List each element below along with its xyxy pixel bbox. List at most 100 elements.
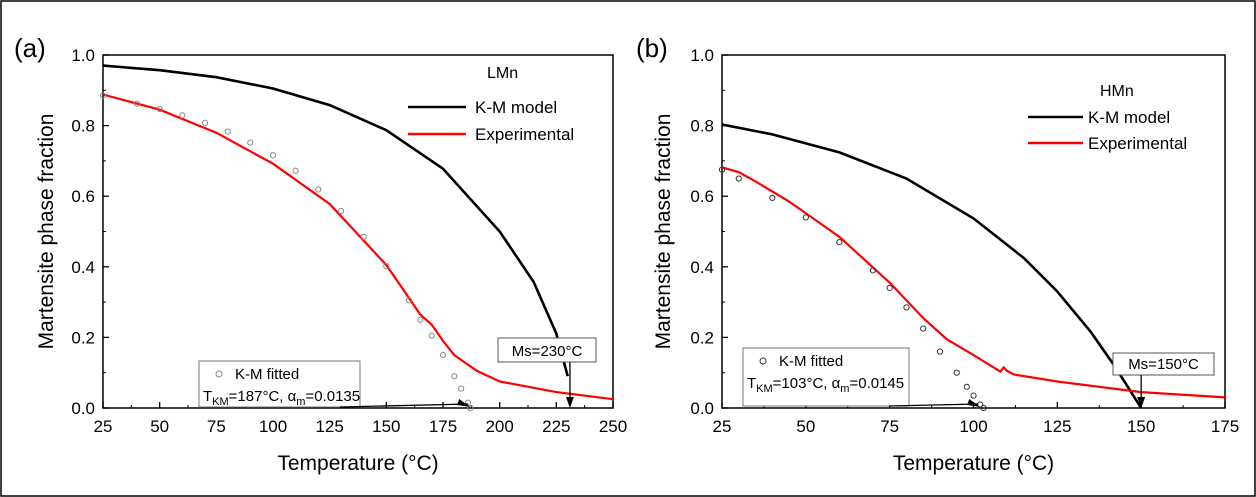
fit-point xyxy=(458,385,465,392)
legend-label-experimental: Experimental xyxy=(1088,134,1187,153)
y-axis-label: Martensite phase fraction xyxy=(652,114,675,350)
fit-point xyxy=(224,128,231,135)
x-tick-label: 75 xyxy=(880,417,899,436)
fit-point xyxy=(903,304,910,311)
series-line-experimental xyxy=(102,93,614,401)
fit-annotation-box xyxy=(742,347,910,407)
y-tick-label: 0.4 xyxy=(690,258,714,277)
fit-point xyxy=(980,404,987,412)
fit-point xyxy=(467,404,474,412)
fit-point xyxy=(383,262,390,270)
y-axis-label: Martensite phase fraction xyxy=(35,114,58,350)
legend-label-fitted: K-M fitted xyxy=(779,353,843,370)
x-axis-label: Temperature (°C) xyxy=(277,452,438,475)
fit-point xyxy=(953,369,960,376)
x-axis-label: Temperature (°C) xyxy=(893,452,1054,475)
fit-parameter-part: =187°C, α xyxy=(229,388,297,405)
fit-parameter-part: =103°C, α xyxy=(773,375,841,392)
series-line-k-m-model xyxy=(721,123,1143,409)
fit-point xyxy=(99,92,107,99)
legend-title: HMn xyxy=(1100,83,1134,100)
x-tick-label: 25 xyxy=(713,417,732,436)
y-tick-label: 0.2 xyxy=(71,328,95,347)
x-tick-label: 50 xyxy=(150,417,169,436)
legend-label-model: K-M model xyxy=(1088,108,1170,127)
x-tick-label: 100 xyxy=(259,417,287,436)
legend-label-model: K-M model xyxy=(475,98,557,117)
fit-point xyxy=(920,325,927,332)
series-line-k-m-model xyxy=(102,64,569,377)
fit-point xyxy=(439,351,447,359)
y-tick-label: 1.0 xyxy=(690,46,714,65)
fit-parameter-part: m xyxy=(840,383,849,395)
fit-point xyxy=(735,175,742,182)
x-tick-label: 125 xyxy=(1043,417,1071,436)
fit-arrowhead xyxy=(457,399,471,407)
x-tick-label: 50 xyxy=(796,417,815,436)
fit-point xyxy=(337,207,345,215)
fit-point xyxy=(936,348,944,355)
fit-point xyxy=(886,284,893,292)
fit-point xyxy=(156,105,163,113)
fit-parameters: TKM=187°C, αm=0.0135 xyxy=(203,388,360,408)
fit-annotation-box xyxy=(198,360,361,408)
fit-point xyxy=(428,332,435,339)
fit-point xyxy=(869,267,877,274)
ms-label: Ms=230°C xyxy=(512,343,583,360)
ms-arrowhead xyxy=(565,397,574,408)
fit-parameter-part: KM xyxy=(212,396,229,408)
fit-point xyxy=(247,139,254,146)
panel-b-chart: 25 50 75 100 125 150 175 0.0 0.2 0.4 0.6 0.8 1.0 Temp… xyxy=(636,33,1239,475)
y-tick-label: 0.2 xyxy=(690,328,714,347)
fit-point xyxy=(360,233,367,240)
y-tick-label: 0.6 xyxy=(690,187,714,206)
x-tick-label: 100 xyxy=(959,417,987,436)
y-tick-label: 1.0 xyxy=(71,46,95,65)
legend-label-fitted: K-M fitted xyxy=(235,366,299,383)
y-tick-label: 0.8 xyxy=(690,117,714,136)
panel-label: (b) xyxy=(636,33,668,63)
y-tick-label: 0.8 xyxy=(71,117,95,136)
y-tick-label: 0.0 xyxy=(71,399,95,418)
ms-label-box xyxy=(497,337,597,363)
ms-label: Ms=150°C xyxy=(1128,356,1199,373)
x-tick-label: 175 xyxy=(429,417,457,436)
fit-point xyxy=(133,100,141,107)
legend-title: LMn xyxy=(487,65,518,82)
fit-point xyxy=(464,399,472,406)
fit-point xyxy=(179,112,186,119)
x-tick-label: 250 xyxy=(599,417,627,436)
fit-parameters: TKM=103°C, αm=0.0145 xyxy=(747,375,904,395)
fit-point xyxy=(963,383,970,390)
x-tick-label: 175 xyxy=(1211,417,1239,436)
fit-point xyxy=(315,186,322,193)
y-tick-label: 0.0 xyxy=(690,399,714,418)
fit-point xyxy=(802,214,809,221)
panel-a-chart: 25 50 75 100 125 150 175 200 225 250 0.0 0.2 0.4 0.6 0… xyxy=(14,33,627,475)
x-tick-label: 150 xyxy=(372,417,400,436)
fit-parameter-part: KM xyxy=(756,383,773,395)
x-tick-label: 125 xyxy=(315,417,343,436)
x-tick-label: 25 xyxy=(94,417,113,436)
series-line-experimental xyxy=(721,166,1226,399)
legend-swatch-fitted xyxy=(215,370,223,378)
ms-arrowhead xyxy=(1137,397,1146,408)
fit-point xyxy=(718,166,726,173)
fit-point xyxy=(769,194,776,202)
fit-point xyxy=(292,167,299,174)
fit-point xyxy=(970,392,977,399)
fit-point xyxy=(417,316,424,323)
fit-parameter-part: T xyxy=(203,388,212,405)
fit-point xyxy=(269,152,277,159)
x-tick-label: 200 xyxy=(485,417,513,436)
fit-arrow xyxy=(339,403,469,408)
fit-arrow xyxy=(888,403,979,407)
panel-label: (a) xyxy=(14,33,46,63)
x-tick-label: 75 xyxy=(207,417,226,436)
fit-point xyxy=(451,373,458,380)
ms-label-box xyxy=(1112,352,1215,376)
fit-parameter-part: m xyxy=(296,396,305,408)
legend-swatch-fitted xyxy=(759,357,767,365)
